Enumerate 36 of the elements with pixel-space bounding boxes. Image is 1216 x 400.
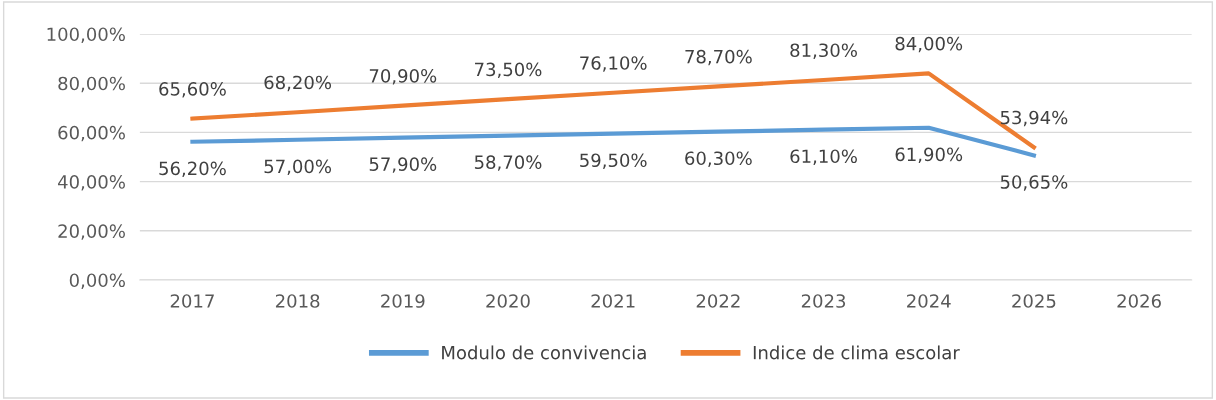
data-label: 84,00% xyxy=(895,36,963,53)
data-label: 57,00% xyxy=(264,159,332,176)
x-tick-label: 2021 xyxy=(591,294,635,308)
data-label: 76,10% xyxy=(580,56,647,72)
data-label: 61,90% xyxy=(895,147,963,163)
legend-label: Indice de clima escolar xyxy=(753,345,960,360)
y-tick-label: 40,00% xyxy=(57,175,125,191)
data-label: 81,30% xyxy=(790,43,857,59)
data-label: 56,20% xyxy=(159,161,226,178)
x-tick-label: 2026 xyxy=(1117,294,1161,308)
data-label: 60,30% xyxy=(685,151,752,167)
legend-label: Modulo de convivencia xyxy=(442,345,646,360)
x-tick-label: 2022 xyxy=(696,294,740,308)
x-tick-label: 2018 xyxy=(275,294,320,308)
y-tick-label: 100,00% xyxy=(47,27,125,43)
data-label: 68,20% xyxy=(264,75,332,92)
data-label: 53,94% xyxy=(1000,110,1068,127)
data-label: 78,70% xyxy=(685,49,752,66)
x-tick-label: 2020 xyxy=(486,294,530,308)
y-tick-label: 60,00% xyxy=(58,125,125,142)
data-label: 70,90% xyxy=(369,68,437,85)
y-tick-label: 80,00% xyxy=(58,76,125,93)
data-label: 61,10% xyxy=(790,149,857,165)
y-tick-label: 20,00% xyxy=(58,224,125,240)
x-tick-label: 2019 xyxy=(381,294,425,308)
data-label: 65,60% xyxy=(159,82,226,98)
data-label: 50,65% xyxy=(1000,175,1068,191)
x-tick-label: 2023 xyxy=(801,294,846,308)
x-tick-label: 2025 xyxy=(1012,294,1056,308)
data-label: 57,90% xyxy=(369,157,437,173)
y-tick-label: 0,00% xyxy=(69,273,125,289)
data-label: 59,50% xyxy=(580,153,647,169)
data-label: 58,70% xyxy=(474,155,542,171)
x-tick-label: 2017 xyxy=(170,294,214,308)
data-label: 73,50% xyxy=(475,62,542,79)
x-tick-label: 2024 xyxy=(907,294,951,308)
